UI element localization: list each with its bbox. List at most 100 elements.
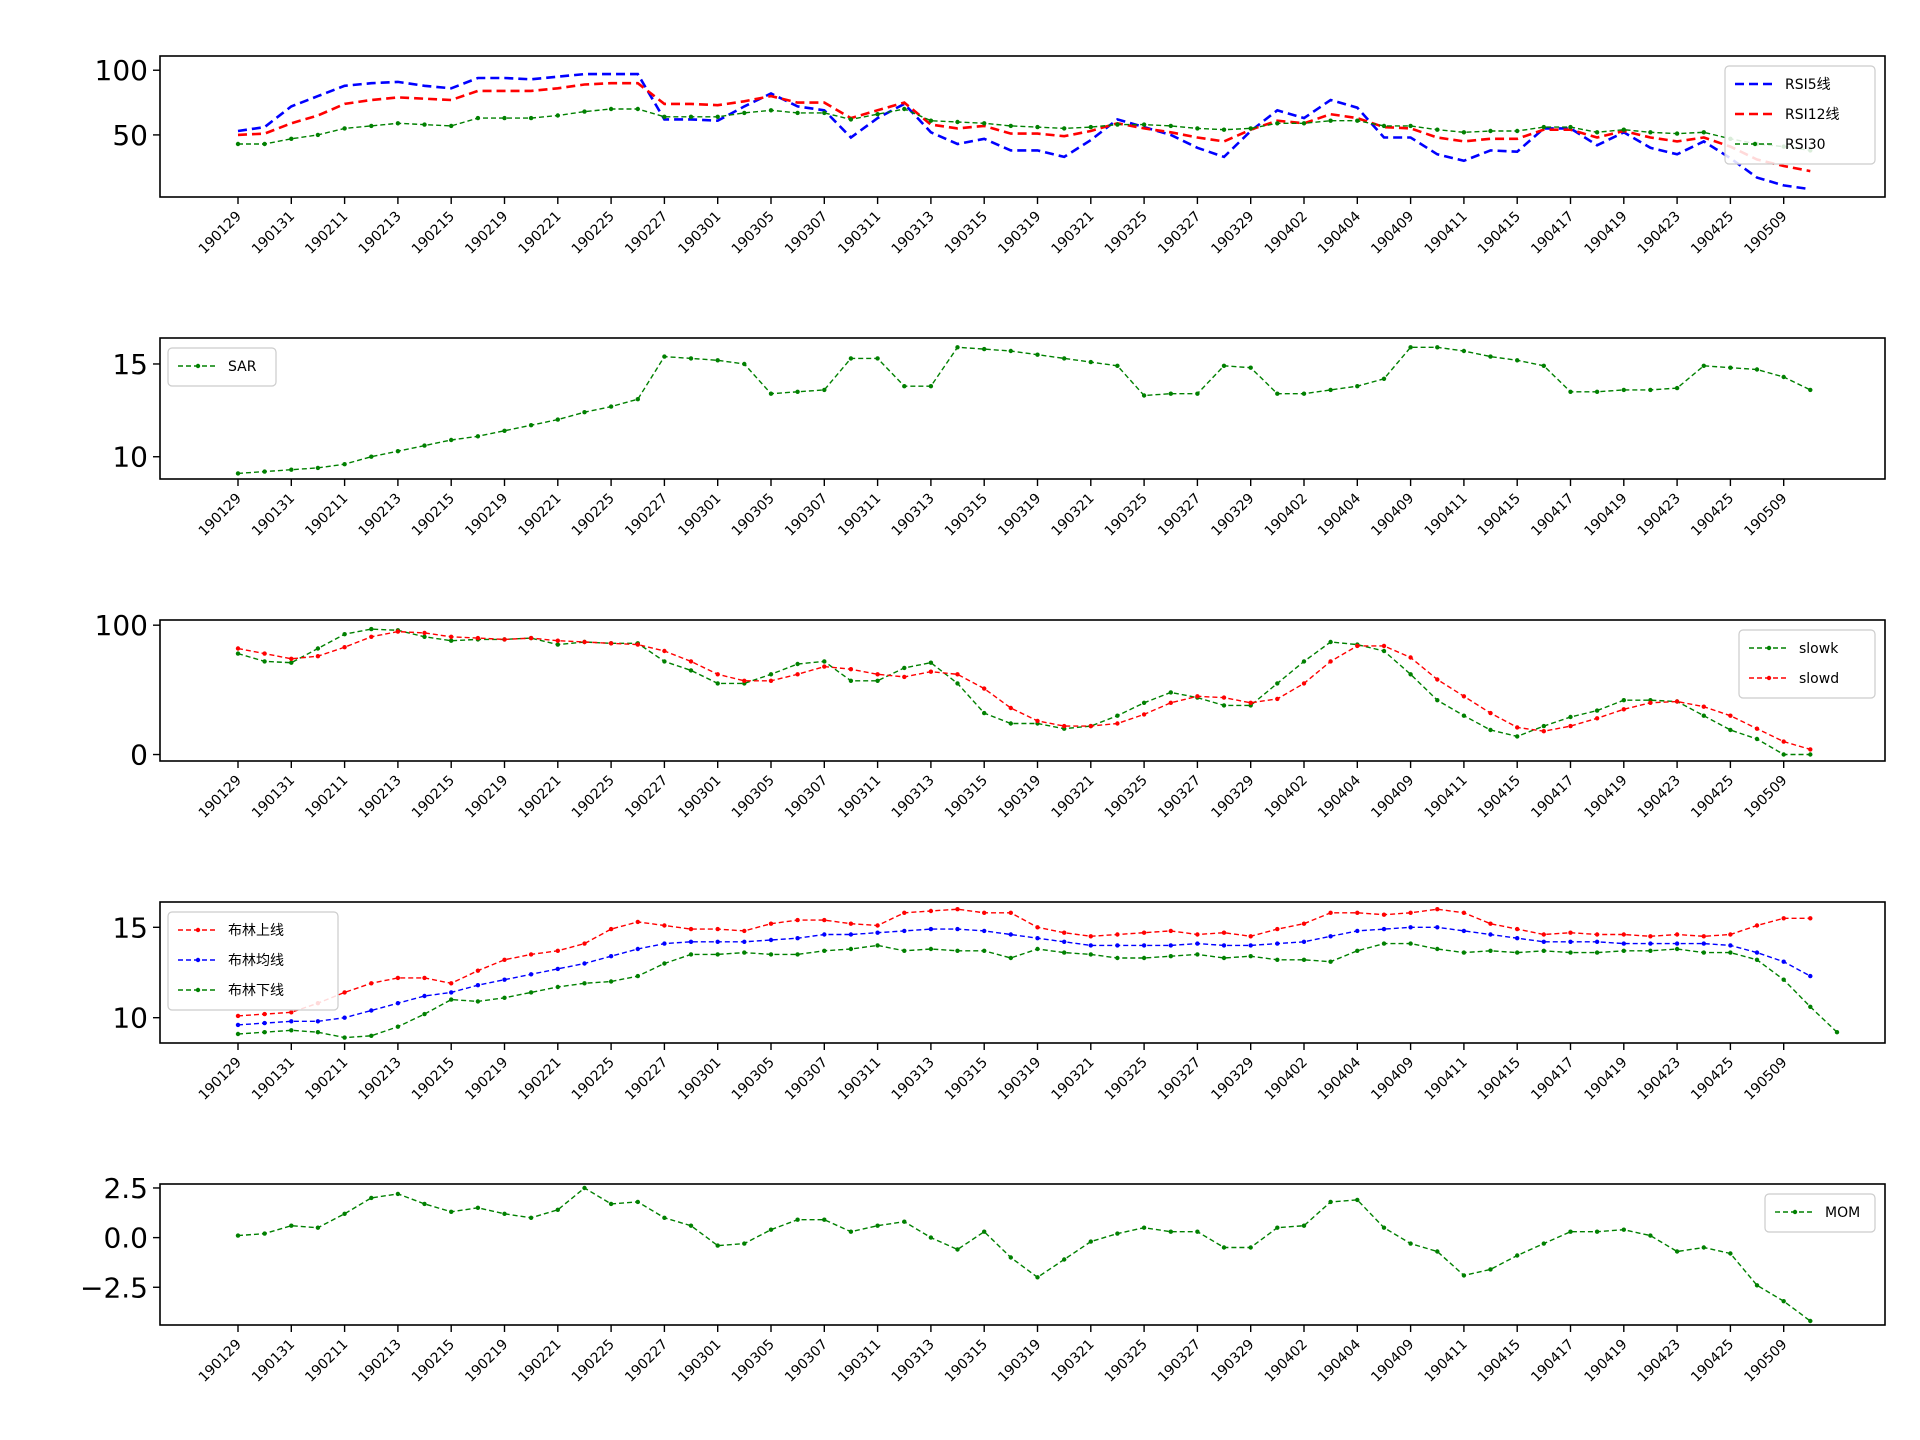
data-point	[1301, 681, 1307, 686]
data-point	[289, 1028, 294, 1033]
data-point	[1754, 367, 1760, 372]
axes-frame	[159, 337, 1886, 480]
data-point	[1408, 1241, 1413, 1246]
data-point	[1035, 946, 1040, 952]
data-point	[1488, 128, 1493, 134]
data-point	[369, 981, 374, 986]
data-point	[1648, 387, 1653, 393]
data-point	[1168, 700, 1174, 705]
legend-label: 布林均线	[228, 953, 284, 969]
data-point	[289, 656, 294, 661]
series-line	[237, 1187, 1811, 1322]
data-point	[1301, 391, 1307, 396]
data-point	[1674, 699, 1680, 704]
x-tick-label: 190131	[249, 209, 298, 258]
data-point	[1594, 708, 1600, 713]
data-point	[1141, 393, 1147, 398]
x-tick-label: 190409	[1368, 1337, 1417, 1386]
data-point	[1461, 713, 1467, 718]
data-point	[1275, 1225, 1280, 1230]
data-point	[1275, 391, 1280, 396]
data-point	[608, 106, 614, 112]
data-point	[1221, 363, 1227, 368]
data-point	[262, 1231, 267, 1236]
data-point	[1221, 930, 1227, 935]
x-tick-label: 190319	[995, 1337, 1044, 1386]
data-point	[768, 678, 774, 683]
data-point	[395, 629, 401, 634]
data-point	[1435, 698, 1440, 703]
data-point	[1674, 385, 1680, 391]
x-tick-label: 190329	[1208, 491, 1257, 540]
data-point	[235, 1031, 241, 1037]
data-point	[635, 973, 640, 979]
data-point	[1648, 1233, 1653, 1238]
data-point	[1435, 925, 1440, 930]
data-point	[822, 387, 827, 393]
data-point	[982, 710, 987, 716]
data-point	[315, 465, 321, 471]
series-布林均线	[235, 925, 1813, 1028]
data-point	[1115, 122, 1120, 127]
data-point	[1248, 700, 1253, 705]
data-point	[1568, 714, 1573, 720]
data-point	[1328, 639, 1333, 645]
data-point	[1248, 943, 1253, 948]
data-point	[369, 123, 374, 129]
data-point	[1088, 359, 1094, 365]
data-point	[982, 346, 987, 352]
data-point	[1408, 672, 1413, 677]
x-tick-label: 190509	[1741, 491, 1790, 540]
series-line	[237, 630, 1811, 751]
legend-box	[1724, 65, 1876, 165]
data-point	[1781, 374, 1786, 380]
x-tick-label: 190211	[302, 773, 351, 822]
x-tick-label: 190425	[1688, 1337, 1737, 1386]
x-tick-label: 190307	[782, 491, 831, 540]
legend-label: slowd	[1799, 671, 1839, 687]
data-point	[848, 667, 854, 672]
x-tick-label: 190325	[1102, 773, 1151, 822]
data-point	[395, 975, 401, 981]
data-point	[555, 948, 560, 953]
data-point	[1515, 358, 1520, 363]
data-point	[1301, 1223, 1307, 1228]
data-point	[662, 114, 667, 120]
data-point	[1728, 727, 1733, 733]
data-point	[1621, 932, 1627, 937]
x-tick-label: 190417	[1528, 209, 1577, 258]
data-point	[289, 467, 294, 472]
data-point	[582, 961, 587, 966]
data-point	[715, 952, 720, 957]
legend-marker	[195, 927, 201, 933]
data-point	[1088, 943, 1094, 948]
x-tick-label: 190425	[1688, 773, 1737, 822]
data-point	[369, 454, 374, 459]
x-tick-label: 190221	[516, 1055, 565, 1104]
data-point	[982, 1229, 987, 1234]
data-point	[1728, 713, 1733, 718]
data-point	[449, 990, 454, 995]
data-point	[502, 115, 507, 121]
data-point	[928, 1235, 934, 1240]
data-point	[528, 635, 534, 641]
data-point	[449, 123, 454, 129]
data-point	[1461, 348, 1467, 354]
data-point	[1035, 718, 1040, 724]
data-point	[1728, 943, 1733, 948]
data-point	[342, 126, 347, 131]
x-tick-label: 190211	[302, 1337, 351, 1386]
y-tick-label: −2.5	[80, 1271, 148, 1304]
data-point	[395, 1001, 401, 1006]
data-point	[1754, 1283, 1760, 1288]
data-point	[1088, 1239, 1094, 1244]
data-point	[928, 384, 934, 389]
data-point	[875, 678, 880, 683]
data-point	[1754, 726, 1760, 731]
data-point	[369, 1033, 374, 1039]
data-point	[795, 672, 800, 677]
y-tick-label: 100	[95, 609, 148, 642]
x-tick-label: 190411	[1422, 1337, 1471, 1386]
